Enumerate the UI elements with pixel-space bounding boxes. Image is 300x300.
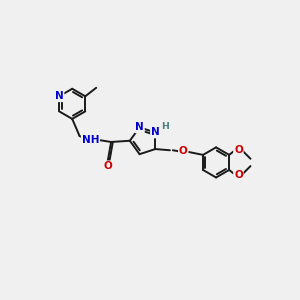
Text: N: N bbox=[55, 91, 64, 101]
Text: N: N bbox=[135, 122, 144, 132]
Text: O: O bbox=[234, 145, 243, 154]
Text: O: O bbox=[234, 170, 243, 180]
Text: O: O bbox=[179, 146, 188, 157]
Text: NH: NH bbox=[82, 134, 99, 145]
Text: N: N bbox=[151, 128, 160, 137]
Text: O: O bbox=[103, 161, 112, 171]
Text: H: H bbox=[161, 122, 169, 131]
